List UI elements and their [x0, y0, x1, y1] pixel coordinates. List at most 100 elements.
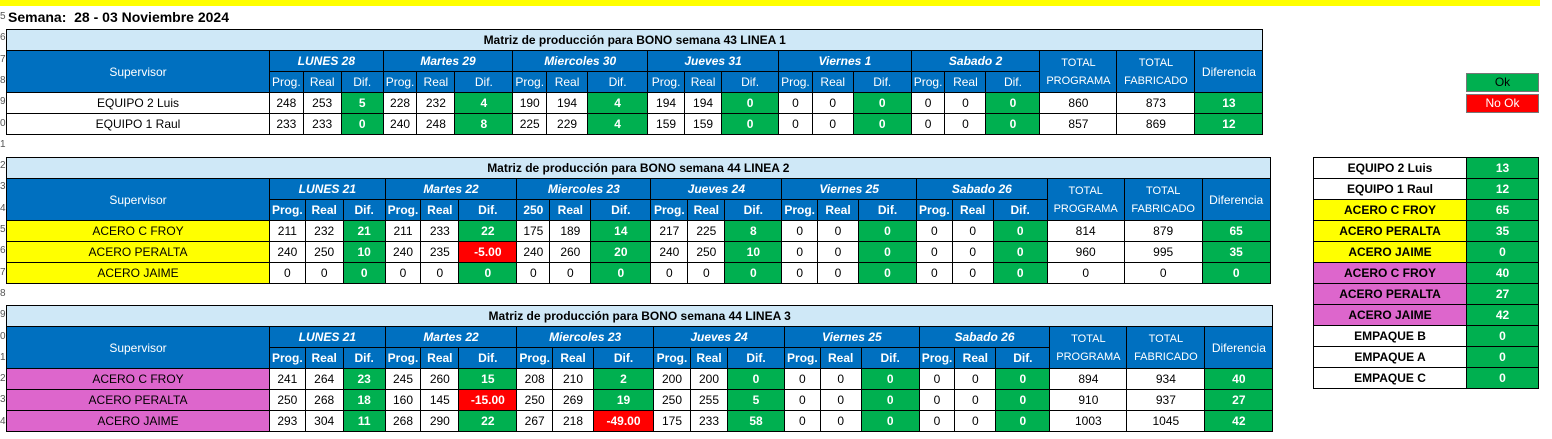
real-cell[interactable]: 0: [954, 410, 997, 432]
sub-header[interactable]: Dif.: [340, 71, 384, 93]
total-fabricado-cell[interactable]: 934: [1126, 368, 1206, 390]
prog-cell[interactable]: 225: [512, 113, 548, 135]
legend-no-ok[interactable]: No Ok: [1466, 94, 1539, 113]
sub-header[interactable]: Prog.: [269, 71, 304, 93]
dif-cell[interactable]: 11: [342, 410, 386, 432]
dif-cell[interactable]: 21: [342, 220, 386, 242]
real-cell[interactable]: 250: [304, 241, 344, 263]
summary-value-cell[interactable]: 0: [1466, 346, 1539, 368]
prog-cell[interactable]: 293: [269, 410, 306, 432]
prog-cell[interactable]: 0: [778, 92, 813, 114]
dif-cell[interactable]: 22: [458, 220, 518, 242]
real-cell[interactable]: 253: [302, 92, 342, 114]
dif-cell[interactable]: 14: [590, 220, 652, 242]
real-cell[interactable]: 233: [302, 113, 342, 135]
day-header[interactable]: Miercoles 30: [512, 50, 649, 72]
sub-header[interactable]: Real: [416, 71, 456, 93]
dif-cell[interactable]: 20: [590, 241, 652, 263]
total-fabricado-cell[interactable]: 937: [1126, 389, 1206, 411]
sub-header[interactable]: Prog.: [512, 71, 548, 93]
dif-cell[interactable]: 0: [992, 241, 1048, 263]
real-cell[interactable]: 189: [549, 220, 592, 242]
prog-cell[interactable]: 160: [384, 389, 422, 411]
real-cell[interactable]: 0: [951, 262, 994, 284]
day-header[interactable]: Viernes 25: [781, 178, 918, 200]
sub-header[interactable]: Real: [811, 71, 854, 93]
sub-header[interactable]: Real: [304, 347, 344, 369]
real-cell[interactable]: 260: [420, 368, 460, 390]
sub-header[interactable]: Dif.: [458, 199, 518, 221]
real-cell[interactable]: 0: [817, 220, 860, 242]
real-cell[interactable]: 304: [304, 410, 344, 432]
real-cell[interactable]: 0: [944, 92, 987, 114]
sub-header[interactable]: Prog.: [650, 199, 689, 221]
supervisor-name-cell[interactable]: ACERO C FROY: [6, 220, 270, 242]
prog-cell[interactable]: 241: [269, 368, 306, 390]
real-cell[interactable]: 0: [944, 113, 987, 135]
real-cell[interactable]: 290: [420, 410, 460, 432]
real-cell[interactable]: 232: [304, 220, 344, 242]
day-header[interactable]: Viernes 25: [784, 326, 920, 348]
sub-header[interactable]: Dif.: [454, 71, 514, 93]
summary-value-cell[interactable]: 0: [1466, 325, 1539, 347]
summary-name-cell[interactable]: EQUIPO 2 Luis: [1313, 157, 1467, 179]
row-number[interactable]: 0: [0, 330, 6, 342]
summary-name-cell[interactable]: ACERO PERALTA: [1313, 220, 1467, 242]
row-number[interactable]: 2: [0, 373, 6, 385]
total-programa-header[interactable]: TOTAL PROGRAMA: [1039, 50, 1118, 93]
real-cell[interactable]: 159: [684, 113, 723, 135]
dif-cell[interactable]: 0: [724, 262, 783, 284]
real-cell[interactable]: 229: [546, 113, 589, 135]
prog-cell[interactable]: 248: [269, 92, 304, 114]
real-cell[interactable]: 0: [304, 262, 344, 284]
real-cell[interactable]: 0: [954, 368, 997, 390]
prog-cell[interactable]: 0: [910, 92, 946, 114]
prog-cell[interactable]: 250: [653, 389, 692, 411]
prog-cell[interactable]: 0: [916, 241, 953, 263]
total-programa-cell[interactable]: 910: [1049, 389, 1128, 411]
real-cell[interactable]: 233: [690, 410, 729, 432]
dif-cell[interactable]: 0: [860, 389, 920, 411]
dif-cell[interactable]: 0: [995, 368, 1051, 390]
prog-cell[interactable]: 245: [384, 368, 422, 390]
row-number[interactable]: 3: [0, 181, 6, 193]
prog-cell[interactable]: 0: [781, 262, 819, 284]
total-fabricado-cell[interactable]: 869: [1116, 113, 1196, 135]
sub-header[interactable]: Real: [549, 199, 592, 221]
real-cell[interactable]: 248: [416, 113, 456, 135]
row-number[interactable]: 5: [0, 224, 6, 235]
dif-cell[interactable]: 10: [724, 241, 783, 263]
sub-header[interactable]: Real: [944, 71, 987, 93]
supervisor-header[interactable]: Supervisor: [6, 50, 270, 93]
sub-header[interactable]: Prog.: [382, 71, 418, 93]
diferencia-header[interactable]: Diferencia: [1204, 326, 1274, 369]
row-number[interactable]: 1: [0, 138, 6, 150]
sub-header[interactable]: Dif.: [860, 347, 920, 369]
dif-cell[interactable]: 8: [454, 113, 514, 135]
prog-cell[interactable]: 240: [382, 113, 418, 135]
row-number[interactable]: 9: [0, 96, 6, 108]
sub-header[interactable]: Dif.: [593, 347, 655, 369]
row-number[interactable]: 8: [0, 287, 6, 299]
real-cell[interactable]: 0: [817, 262, 860, 284]
real-cell[interactable]: 0: [819, 410, 862, 432]
day-header[interactable]: Jueves 24: [650, 178, 783, 200]
dif-cell[interactable]: 0: [992, 262, 1048, 284]
real-cell[interactable]: 250: [687, 241, 726, 263]
prog-cell[interactable]: 0: [910, 113, 946, 135]
diferencia-cell[interactable]: 12: [1194, 113, 1264, 135]
diferencia-header[interactable]: Diferencia: [1194, 50, 1264, 93]
summary-name-cell[interactable]: ACERO C FROY: [1313, 262, 1467, 284]
real-cell[interactable]: 0: [954, 389, 997, 411]
sub-header[interactable]: Prog.: [269, 199, 306, 221]
real-cell[interactable]: 0: [951, 220, 994, 242]
sub-header[interactable]: Real: [420, 199, 460, 221]
diferencia-cell[interactable]: 42: [1204, 410, 1274, 432]
dif-cell[interactable]: 10: [342, 241, 386, 263]
real-cell[interactable]: 225: [687, 220, 726, 242]
diferencia-cell[interactable]: 40: [1204, 368, 1274, 390]
dif-cell[interactable]: 0: [721, 113, 780, 135]
day-header[interactable]: Miercoles 23: [516, 178, 652, 200]
total-programa-header[interactable]: TOTAL PROGRAMA: [1046, 178, 1125, 221]
total-fabricado-header[interactable]: TOTAL FABRICADO: [1116, 50, 1196, 93]
